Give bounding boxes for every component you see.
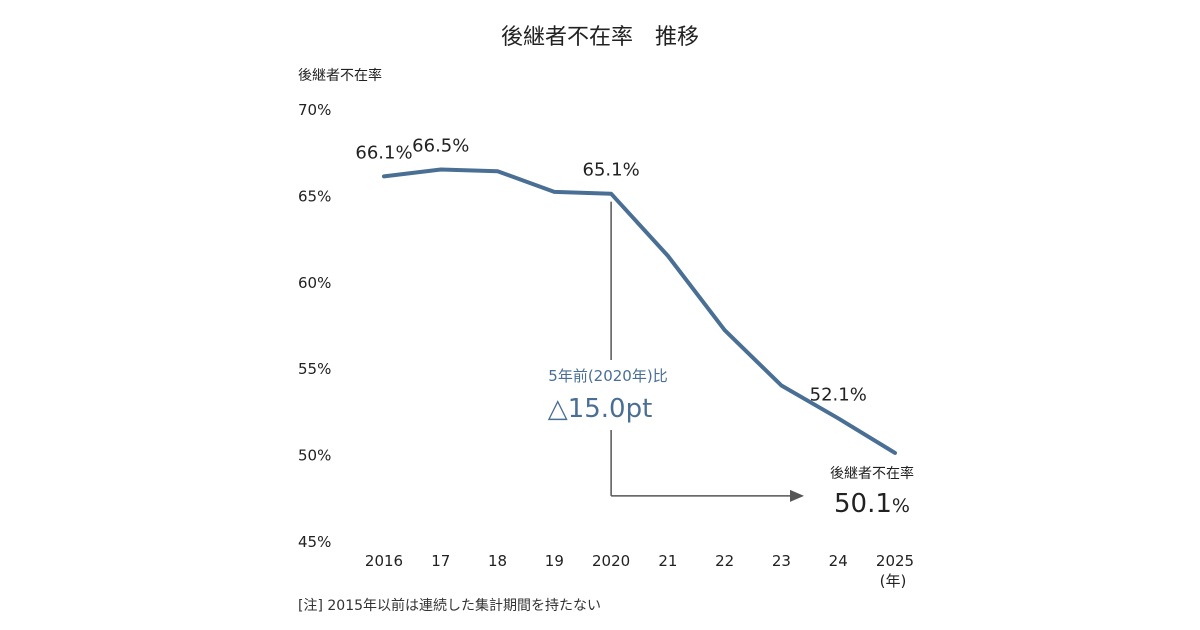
y-tick-label: 55%	[298, 360, 331, 378]
y-tick-label: 50%	[298, 447, 331, 465]
x-tick-label: 23	[772, 552, 791, 570]
x-tick-label: 17	[431, 552, 450, 570]
data-labels: 66.1% 66.5% 65.1% 52.1%	[355, 135, 866, 405]
y-tick-label: 65%	[298, 187, 331, 205]
y-axis-ticks: 70% 65% 60% 55% 50% 45%	[298, 101, 331, 551]
x-tick-label: 18	[488, 552, 507, 570]
y-tick-label: 70%	[298, 101, 331, 119]
end-callout-value: 50.1%	[834, 489, 910, 519]
series-line	[382, 167, 897, 455]
annotation-value: △15.0pt	[548, 394, 653, 424]
data-label: 66.1%	[355, 142, 412, 163]
data-label: 66.5%	[412, 135, 469, 156]
arrow-head	[790, 489, 804, 502]
end-callout-number: 50.1	[834, 489, 892, 519]
x-tick-label: 2016	[365, 552, 403, 570]
y-tick-label: 60%	[298, 274, 331, 292]
end-callout-unit: %	[892, 495, 910, 517]
y-axis-title: 後継者不在率	[298, 67, 382, 84]
annotation-bracket	[610, 201, 804, 502]
x-tick-label: 2025	[876, 552, 914, 570]
data-label: 65.1%	[583, 160, 640, 181]
x-tick-label: 22	[715, 552, 734, 570]
end-callout-label: 後継者不在率	[830, 465, 914, 482]
y-tick-label: 45%	[298, 533, 331, 551]
footnote: [注] 2015年以前は連続した集計期間を持たない	[298, 597, 601, 614]
x-axis-unit: (年)	[880, 572, 907, 590]
x-tick-label: 24	[829, 552, 848, 570]
data-label: 52.1%	[810, 384, 867, 405]
x-tick-label: 21	[658, 552, 677, 570]
x-axis-ticks: 2016 17 18 19 2020 21 22 23 24 2025	[365, 552, 914, 570]
chart-title: 後継者不在率 推移	[501, 25, 699, 50]
x-tick-label: 19	[545, 552, 564, 570]
x-tick-label: 2020	[592, 552, 630, 570]
annotation-subtitle: 5年前(2020年)比	[548, 367, 667, 385]
